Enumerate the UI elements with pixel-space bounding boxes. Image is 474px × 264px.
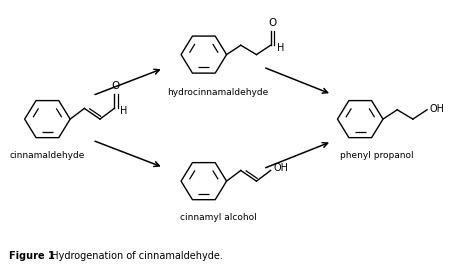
Text: O: O	[111, 81, 120, 91]
Text: hydrocinnamaldehyde: hydrocinnamaldehyde	[167, 88, 269, 97]
Text: H: H	[277, 43, 284, 53]
Text: Hydrogenation of cinnamaldehyde.: Hydrogenation of cinnamaldehyde.	[45, 251, 223, 261]
Text: H: H	[120, 106, 128, 116]
Text: O: O	[268, 18, 276, 27]
Text: cinnamyl alcohol: cinnamyl alcohol	[180, 213, 256, 222]
Text: phenyl propanol: phenyl propanol	[340, 151, 414, 160]
Text: OH: OH	[273, 163, 289, 173]
Text: cinnamaldehyde: cinnamaldehyde	[9, 151, 85, 160]
Text: Figure 1: Figure 1	[9, 251, 55, 261]
Text: OH: OH	[430, 103, 445, 114]
